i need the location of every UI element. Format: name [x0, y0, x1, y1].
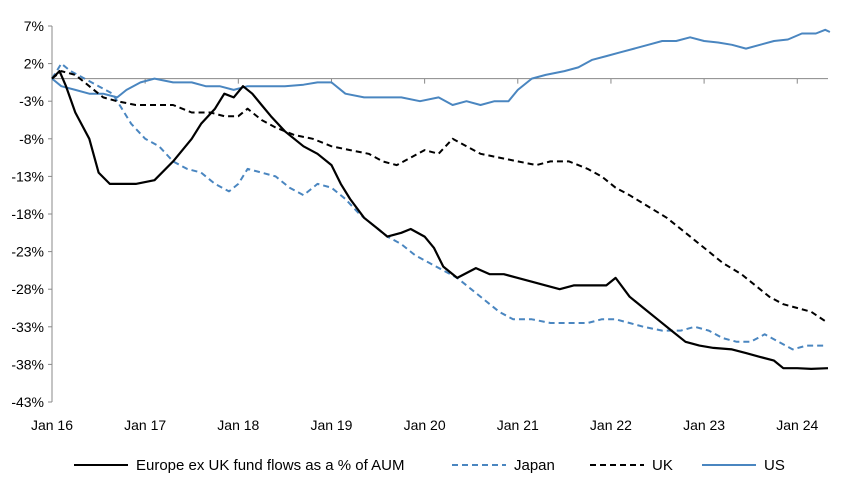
- y-tick-label: -38%: [11, 356, 44, 372]
- x-tick-label: Jan 17: [124, 417, 166, 433]
- y-tick-label: 7%: [24, 18, 44, 34]
- series-layer: [51, 28, 831, 370]
- x-tick-label: Jan 16: [31, 417, 73, 433]
- y-tick-label: -33%: [11, 319, 44, 335]
- y-tick-label: -18%: [11, 206, 44, 222]
- legend-label: UK: [652, 457, 673, 474]
- x-tick-label: Jan 21: [497, 417, 539, 433]
- y-tick-label: -13%: [11, 168, 44, 184]
- y-tick-label: 2%: [24, 56, 44, 72]
- series-line-1: [51, 62, 826, 351]
- x-tick-label: Jan 20: [404, 417, 446, 433]
- y-axis: 7% 2% -3% -8% -13% -18% -23% -28% -33% -38% -43%: [11, 18, 53, 410]
- legend: Europe ex UK fund flows as a % of AUM Jap…: [74, 457, 785, 474]
- legend-label: Europe ex UK fund flows as a % of AUM: [136, 457, 404, 474]
- series-line-3: [51, 28, 831, 106]
- series-line-0: [51, 70, 829, 370]
- x-tick-label: Jan 22: [590, 417, 632, 433]
- x-tick-label: Jan 19: [310, 417, 352, 433]
- x-axis: Jan 16 Jan 17 Jan 18 Jan 19 Jan 20 Jan 21 Jan …: [31, 78, 828, 433]
- series-line-2: [51, 70, 829, 324]
- y-tick-label: -28%: [11, 281, 44, 297]
- x-tick-label: Jan 24: [776, 417, 818, 433]
- y-tick-label: -43%: [11, 394, 44, 410]
- y-tick-label: -8%: [19, 131, 44, 147]
- x-tick-label: Jan 18: [217, 417, 259, 433]
- y-tick-label: -23%: [11, 244, 44, 260]
- y-tick-label: -3%: [19, 93, 44, 109]
- x-tick-label: Jan 23: [683, 417, 725, 433]
- legend-label: US: [764, 457, 785, 474]
- legend-label: Japan: [514, 457, 555, 474]
